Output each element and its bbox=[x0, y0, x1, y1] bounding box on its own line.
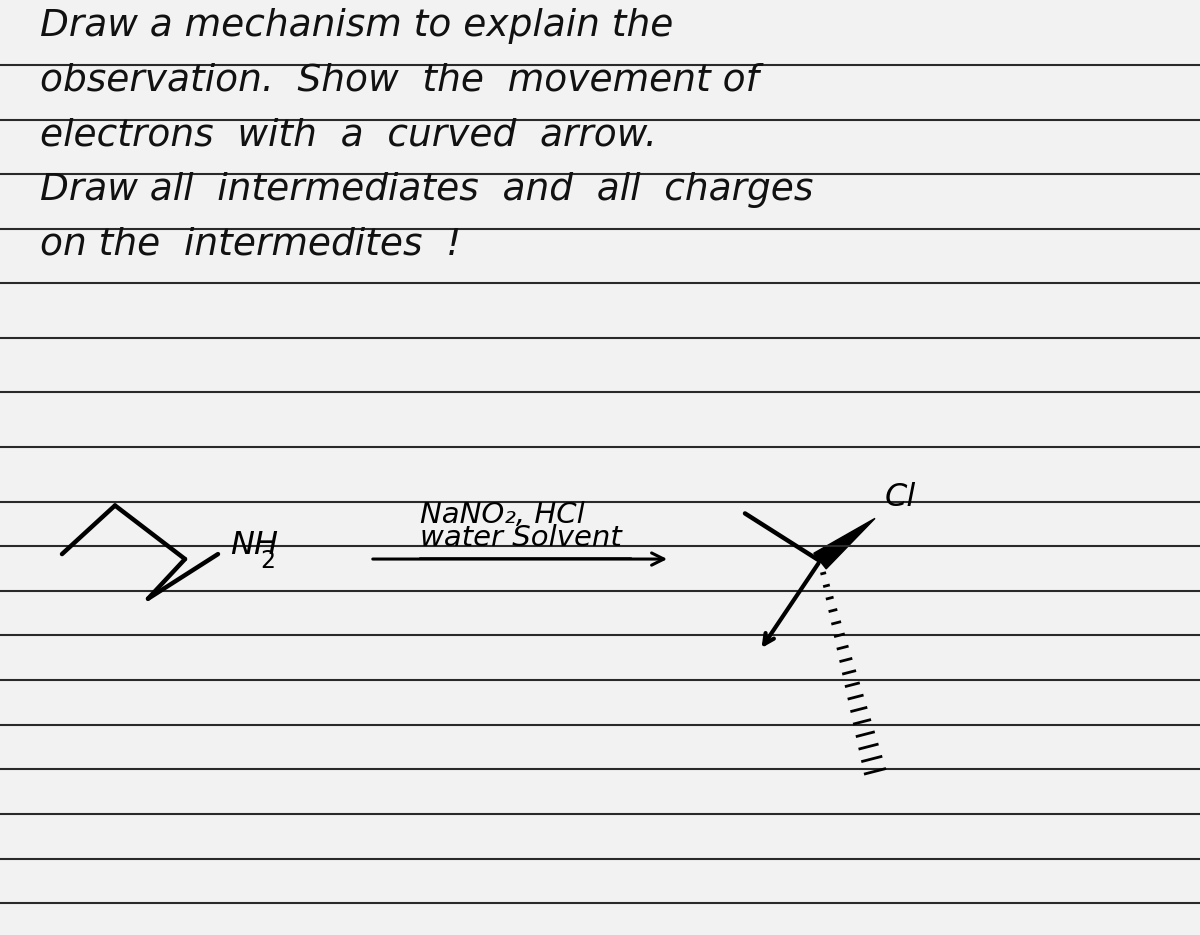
Text: water Solvent: water Solvent bbox=[420, 525, 622, 552]
Text: Draw all  intermediates  and  all  charges: Draw all intermediates and all charges bbox=[40, 172, 814, 208]
Text: NH: NH bbox=[230, 529, 278, 561]
Text: on the  intermedites  !: on the intermedites ! bbox=[40, 226, 461, 263]
Text: observation.  Show  the  movement of: observation. Show the movement of bbox=[40, 63, 758, 99]
Text: NaNO₂, HCl: NaNO₂, HCl bbox=[420, 501, 584, 529]
Text: 2: 2 bbox=[260, 549, 275, 573]
Polygon shape bbox=[814, 518, 875, 568]
Text: electrons  with  a  curved  arrow.: electrons with a curved arrow. bbox=[40, 117, 656, 153]
Text: Cl: Cl bbox=[886, 482, 917, 513]
Text: Draw a mechanism to explain the: Draw a mechanism to explain the bbox=[40, 8, 673, 44]
